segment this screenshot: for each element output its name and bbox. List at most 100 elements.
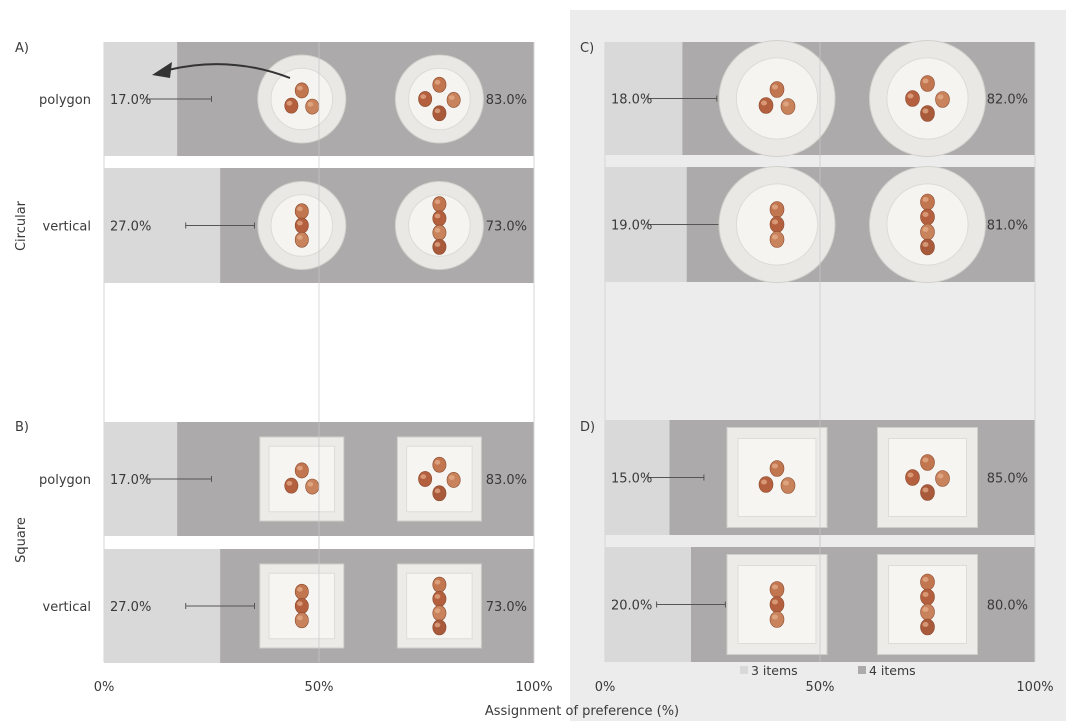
food-highlight xyxy=(772,584,778,590)
plate-well xyxy=(270,67,334,131)
food-highlight xyxy=(434,108,441,114)
x-tick-label: 100% xyxy=(515,680,552,695)
food-highlight xyxy=(297,235,303,240)
food-highlight xyxy=(772,599,778,605)
food-highlight xyxy=(922,487,929,493)
value-label-3-items-polygon: 18.0% xyxy=(611,93,652,108)
food-item xyxy=(432,576,447,593)
food-item xyxy=(935,470,950,487)
plate-well xyxy=(888,438,967,517)
food-highlight xyxy=(297,85,303,91)
food-item xyxy=(294,462,309,479)
food-item xyxy=(920,238,935,256)
food-item xyxy=(905,469,920,486)
x-tick-label: 100% xyxy=(1016,680,1053,695)
food-highlight xyxy=(434,579,441,585)
food-item xyxy=(920,454,935,471)
food-item xyxy=(432,105,447,122)
food-item xyxy=(446,472,461,488)
category-label-vertical: vertical xyxy=(43,600,91,615)
food-highlight xyxy=(448,95,455,100)
value-label-4-items-vertical: 81.0% xyxy=(987,219,1028,234)
food-highlight xyxy=(297,206,303,212)
food-highlight xyxy=(297,465,303,471)
group-label-circular: Circular xyxy=(14,200,29,251)
food-item xyxy=(446,92,461,108)
value-label-3-items-vertical: 19.0% xyxy=(611,219,652,234)
food-item xyxy=(432,196,447,213)
food-item xyxy=(920,588,935,606)
food-highlight xyxy=(434,227,441,233)
annotation-arrow xyxy=(167,63,291,79)
food-item xyxy=(769,231,785,248)
food-highlight xyxy=(420,474,427,479)
food-highlight xyxy=(761,479,767,485)
food-highlight xyxy=(907,472,914,478)
category-label-polygon: polygon xyxy=(39,93,91,108)
food-highlight xyxy=(922,227,929,232)
food-item xyxy=(294,583,309,600)
food-highlight xyxy=(922,212,929,217)
panel-label: C) xyxy=(580,41,594,56)
group-label-square: Square xyxy=(14,517,29,563)
food-item xyxy=(294,82,309,99)
food-highlight xyxy=(922,242,929,247)
food-highlight xyxy=(772,463,778,469)
food-highlight xyxy=(286,480,293,486)
legend-label-3-items: 3 items xyxy=(751,663,798,678)
panel-b: B) polygon 17.0% 83.0% vertical 27.0% 73.0% 0% 5… xyxy=(15,420,553,695)
food-highlight xyxy=(937,94,944,100)
legend-swatch-4-items xyxy=(858,666,866,674)
food-item xyxy=(769,596,785,613)
food-highlight xyxy=(922,577,929,582)
food-highlight xyxy=(772,219,778,225)
food-item xyxy=(418,471,433,487)
x-tick-label: 50% xyxy=(806,680,835,695)
food-item xyxy=(758,97,774,114)
food-item xyxy=(769,81,785,98)
food-item xyxy=(432,485,447,502)
food-item xyxy=(780,98,796,115)
food-item xyxy=(294,217,309,234)
value-label-3-items-polygon: 17.0% xyxy=(110,473,151,488)
x-axis-label: Assignment of preference (%) xyxy=(485,704,679,719)
food-highlight xyxy=(922,607,929,612)
food-highlight xyxy=(307,101,314,107)
food-item xyxy=(905,90,920,107)
food-item xyxy=(284,477,299,494)
value-label-3-items-vertical: 20.0% xyxy=(611,599,652,614)
food-item xyxy=(294,598,309,614)
food-item xyxy=(769,611,785,628)
food-highlight xyxy=(434,488,441,494)
food-item xyxy=(305,98,320,115)
value-label-3-items-polygon: 17.0% xyxy=(110,93,151,108)
food-highlight xyxy=(922,78,929,84)
food-item xyxy=(432,238,447,255)
plate-well xyxy=(886,57,969,140)
food-item xyxy=(432,224,447,241)
food-item xyxy=(432,605,447,622)
x-tick-label: 50% xyxy=(305,680,334,695)
plate-well xyxy=(408,67,471,131)
food-highlight xyxy=(297,587,303,592)
food-item xyxy=(935,91,950,108)
legend-swatch-3-items xyxy=(740,666,748,674)
food-highlight xyxy=(307,481,314,487)
food-highlight xyxy=(420,94,427,99)
panels: A) polygon 17.0% 83.0% vertical 27.0% 73.0% B) p… xyxy=(15,40,1054,695)
food-highlight xyxy=(434,199,441,205)
food-highlight xyxy=(434,460,441,465)
food-item xyxy=(432,76,447,93)
food-item xyxy=(769,216,785,233)
category-label-polygon: polygon xyxy=(39,473,91,488)
food-highlight xyxy=(434,242,441,247)
food-item xyxy=(920,105,935,122)
food-highlight xyxy=(783,480,789,486)
plate-well xyxy=(268,445,336,513)
value-label-3-items-polygon: 15.0% xyxy=(611,472,652,487)
food-highlight xyxy=(448,475,455,480)
food-highlight xyxy=(434,608,441,614)
food-item xyxy=(432,590,447,607)
food-item xyxy=(284,97,299,114)
